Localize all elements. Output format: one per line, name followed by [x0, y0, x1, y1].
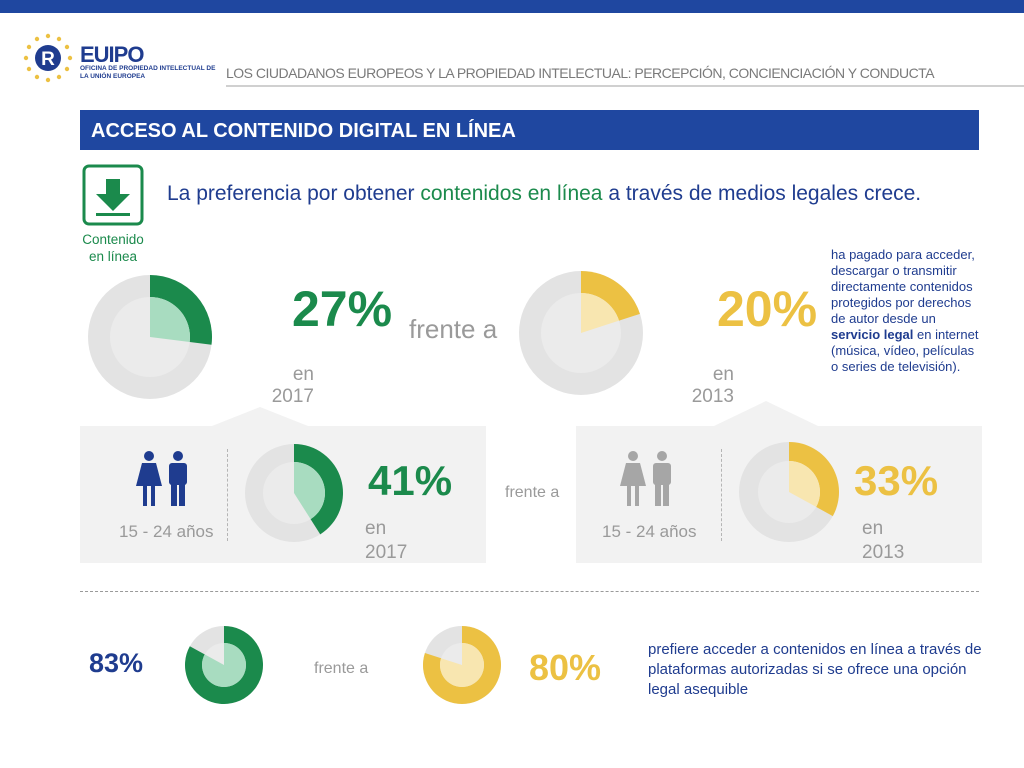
- year-label-2013-general: en 2013: [691, 364, 734, 407]
- side-note: ha pagado para acceder, descargar o tran…: [831, 247, 981, 375]
- pct-label-2017-general: 27%: [292, 281, 393, 337]
- donut-chart-2013-platforms: [423, 626, 501, 704]
- euipo-logo: R EUIPO OFICINA DE PROPIEDAD INTELECTUAL…: [22, 32, 222, 84]
- donut-inner-slice: [789, 461, 820, 507]
- pct-label-2017-platforms: 83%: [89, 648, 144, 678]
- icon-caption: Contenido en línea: [82, 232, 144, 264]
- logo-wordmark: EUIPO: [80, 42, 144, 67]
- headline-part2: a través de medios legales crece.: [602, 182, 922, 205]
- pct-label-2017-youth: 41%: [368, 457, 453, 504]
- year-label-2013-youth: en 2013: [862, 518, 905, 563]
- platforms-note: prefiere acceder a contenidos en línea a…: [648, 641, 982, 698]
- year-label-2017-general: en 2017: [271, 364, 314, 407]
- section-banner: ACCESO AL CONTENIDO DIGITAL EN LÍNEA: [80, 110, 979, 150]
- donut-chart-2013-general: [519, 271, 643, 395]
- section-title: ACCESO AL CONTENIDO DIGITAL EN LÍNEA: [91, 120, 516, 142]
- pct-label-2013-platforms: 80%: [529, 647, 602, 688]
- young-people-icon: [136, 451, 187, 506]
- donut-inner-slice: [202, 643, 246, 687]
- report-title: LOS CIUDADANOS EUROPEOS Y LA PROPIEDAD I…: [226, 65, 935, 81]
- download-arrow-icon: [82, 164, 144, 226]
- vs-label-general: frente a: [409, 314, 498, 344]
- donut-inner-slice: [150, 297, 190, 343]
- donut-inner-slice: [440, 643, 484, 687]
- headline-highlight: contenidos en línea: [420, 182, 603, 205]
- donut-chart-2017-youth: [245, 444, 343, 542]
- headline: La preferencia por obtener contenidos en…: [167, 180, 937, 208]
- donut-chart-2017-platforms: [185, 626, 263, 704]
- header-divider: [226, 85, 1024, 87]
- age-label-2013: 15 - 24 años: [602, 522, 697, 541]
- pct-label-2013-youth: 33%: [854, 457, 939, 504]
- side-note-part1: ha pagado para acceder, descargar o tran…: [831, 247, 975, 326]
- side-note-bold: servicio legal: [831, 327, 914, 342]
- vs-label-platforms: frente a: [314, 660, 369, 677]
- side-note-part2: en internet (música, vídeo, películas o …: [831, 327, 979, 374]
- panel-divider: [721, 449, 722, 541]
- pct-label-2013-general: 20%: [717, 281, 818, 337]
- top-accent-bar: [0, 0, 1024, 13]
- panel-divider: [227, 449, 228, 541]
- donut-inner-slice: [581, 293, 620, 333]
- headline-part1: La preferencia por obtener: [167, 182, 421, 205]
- svg-text:R: R: [41, 49, 55, 70]
- year-label-2017-youth: en 2017: [365, 518, 408, 563]
- donut-chart-2017-general: [88, 275, 212, 399]
- logo-subtitle: OFICINA DE PROPIEDAD INTELECTUAL DE LA U…: [80, 65, 216, 80]
- young-people-icon: [620, 451, 671, 506]
- age-label-2017: 15 - 24 años: [119, 522, 214, 541]
- donut-inner-slice: [294, 462, 325, 520]
- section-divider: [80, 591, 979, 592]
- donut-chart-2013-youth: [739, 442, 839, 542]
- eu-stars-emblem-icon: R: [23, 33, 73, 83]
- vs-label-youth: frente a: [505, 484, 560, 501]
